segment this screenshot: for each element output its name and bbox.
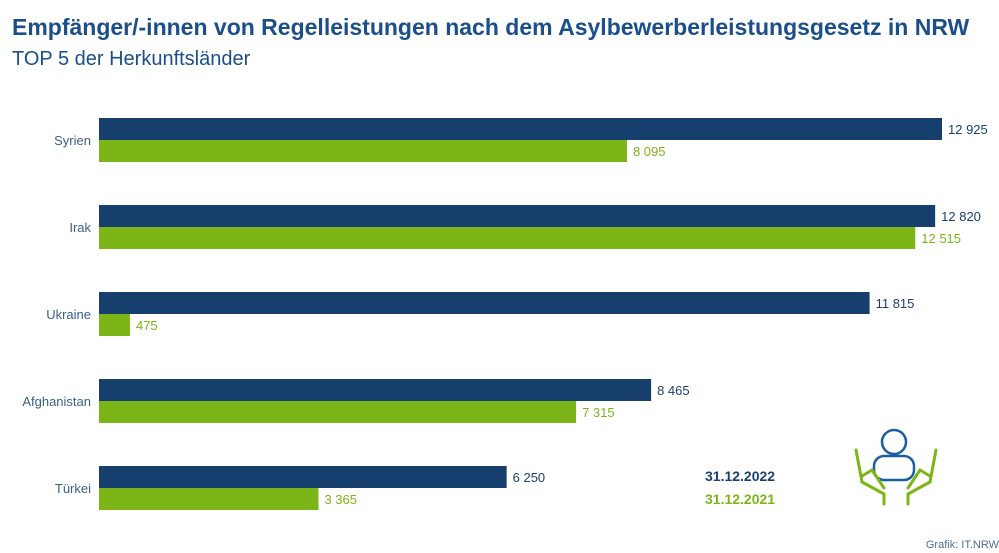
category-label-ukraine: Ukraine bbox=[46, 307, 91, 322]
category-label-irak: Irak bbox=[69, 220, 91, 235]
category-label-t-rkei: Türkei bbox=[55, 481, 91, 496]
bar-t-rkei-2022 bbox=[99, 466, 507, 488]
value-label-irak-2021: 12 515 bbox=[921, 231, 961, 246]
bar-ukraine-2021 bbox=[99, 314, 130, 336]
value-label-syrien-2022: 12 925 bbox=[948, 122, 988, 137]
value-label-t-rkei-2022: 6 250 bbox=[513, 470, 546, 485]
value-label-irak-2022: 12 820 bbox=[941, 209, 981, 224]
bar-irak-2021 bbox=[99, 227, 916, 249]
bar-t-rkei-2021 bbox=[99, 488, 319, 510]
legend-entry-2022: 31.12.2022 bbox=[705, 468, 776, 484]
bar-afghanistan-2022 bbox=[99, 379, 652, 401]
value-label-afghanistan-2021: 7 315 bbox=[582, 405, 615, 420]
hands-holding-person-icon bbox=[854, 428, 938, 506]
value-label-syrien-2021: 8 095 bbox=[633, 144, 666, 159]
chart-subtitle: TOP 5 der Herkunftsländer bbox=[12, 48, 251, 70]
value-label-ukraine-2022: 11 815 bbox=[876, 296, 915, 311]
category-label-afghanistan: Afghanistan bbox=[22, 394, 91, 409]
legend-entry-2021: 31.12.2021 bbox=[705, 491, 776, 507]
value-label-afghanistan-2022: 8 465 bbox=[657, 383, 690, 398]
bar-irak-2022 bbox=[99, 205, 936, 227]
bar-syrien-2021 bbox=[99, 140, 627, 162]
bar-syrien-2022 bbox=[99, 118, 942, 140]
value-label-ukraine-2021: 475 bbox=[136, 318, 158, 333]
bar-ukraine-2022 bbox=[99, 292, 870, 314]
category-label-syrien: Syrien bbox=[54, 133, 91, 148]
source-credit: Grafik: IT.NRW bbox=[925, 539, 999, 551]
value-label-t-rkei-2021: 3 365 bbox=[324, 492, 357, 507]
bar-afghanistan-2021 bbox=[99, 401, 577, 423]
chart-title: Empfänger/-innen von Regelleistungen nac… bbox=[12, 14, 970, 40]
